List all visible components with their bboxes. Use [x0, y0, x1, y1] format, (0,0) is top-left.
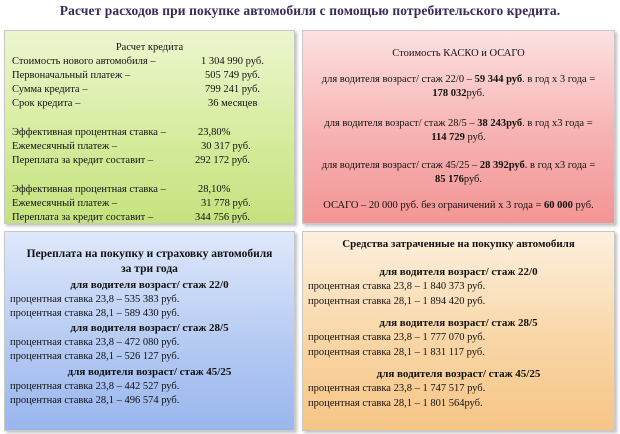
credit-heading: Расчет кредита: [115, 42, 184, 53]
spent-line: процентная ставка 28,1 – 1 801 564руб.: [308, 398, 483, 409]
spent-line: процентная ставка 28,1 – 1 831 117 руб.: [308, 347, 485, 358]
spent-line: процентная ставка 28,1 – 1 894 420 руб.: [308, 296, 486, 307]
osago-line: ОСАГО – 20 000 руб. без ограничений х 3 …: [323, 200, 594, 211]
car-price-label: Стоимость нового автомобиля –: [12, 56, 156, 67]
insurance-total-28-5: 114 729: [431, 132, 465, 143]
credit-amount-label: Сумма кредита –: [12, 84, 88, 95]
monthly1-label: Ежемесячный платеж –: [12, 141, 118, 152]
credit-calculation-panel: Расчет кредита Стоимость нового автомоби…: [4, 30, 295, 224]
overpay-heading: Переплата на покупку и страховку автомоб…: [26, 248, 273, 260]
page-title: Расчет расходов при покупке автомобиля с…: [59, 3, 561, 18]
overpay1-label: Переплата за кредит составит –: [12, 155, 154, 166]
credit-term-value: 36 месяцев: [208, 98, 258, 109]
insurance-panel: Стоимость КАСКО и ОСАГО для водителя воз…: [302, 30, 615, 224]
monthly2-value: 31 778 руб.: [201, 198, 251, 209]
overpay-line: процентная ставка 23,8 – 472 080 руб.: [10, 337, 180, 348]
monthly1-value: 30 317 руб.: [201, 141, 251, 152]
overpay-line: процентная ставка 28,1 – 589 430 руб.: [10, 308, 180, 319]
spent-heading: Средства затраченные на покупку автомоби…: [342, 238, 575, 250]
insurance-heading: Стоимость КАСКО и ОСАГО: [392, 48, 525, 59]
spent-group-45-25: для водителя возраст/ стаж 45/25: [376, 368, 541, 380]
spent-line: процентная ставка 23,8 – 1 840 373 руб.: [308, 281, 486, 292]
overpay2-label: Переплата за кредит составит –: [12, 212, 154, 223]
overpay-line: процентная ставка 23,8 – 442 527 руб.: [10, 381, 180, 392]
overpay-line: процентная ставка 23,8 – 535 383 руб.: [10, 294, 180, 305]
overpay-heading-2: за три года: [121, 263, 178, 275]
insurance-total-22-0: 178 032: [432, 88, 467, 99]
overpay1-value: 292 172 руб.: [195, 155, 250, 166]
spent-line: процентная ставка 23,8 – 1 777 070 руб.: [308, 332, 486, 343]
insurance-item-28-5: для водителя возраст/ стаж 28/5 – 38 243…: [324, 118, 593, 129]
insurance-item-45-25: для водителя возраст/ стаж 45/25 – 28 39…: [321, 160, 596, 171]
spent-funds-panel: Средства затраченные на покупку автомоби…: [302, 231, 615, 431]
insurance-item-22-0: для водителя возраст/ стаж 22/0 – 59 344…: [321, 74, 596, 85]
overpay-line: процентная ставка 28,1 – 496 574 руб.: [10, 395, 180, 406]
rate2-label: Эффективная процентная ставка –: [12, 184, 166, 195]
overpay-group-45-25: для водителя возраст/ стаж 45/25: [67, 366, 232, 378]
spent-group-28-5: для водителя возраст/ стаж 28/5: [379, 317, 538, 329]
spent-group-22-0: для водителя возраст/ стаж 22/0: [379, 266, 538, 278]
credit-amount-value: 799 241 руб.: [205, 84, 260, 95]
rate1-value: 23,80%: [198, 127, 231, 138]
overpayment-panel: Переплата на покупку и страховку автомоб…: [4, 231, 295, 431]
monthly2-label: Ежемесячный платеж –: [12, 198, 118, 209]
overpay-line: процентная ставка 28,1 – 526 127 руб.: [10, 351, 180, 362]
insurance-total-45-25: 85 176: [434, 174, 464, 185]
down-payment-value: 505 749 руб.: [205, 70, 260, 81]
overpay-group-28-5: для водителя возраст/ стаж 28/5: [70, 322, 229, 334]
credit-term-label: Срок кредита –: [12, 98, 81, 109]
overpay2-value: 344 756 руб.: [195, 212, 250, 223]
overpay-group-22-0: для водителя возраст/ стаж 22/0: [70, 279, 229, 291]
rate2-value: 28,10%: [198, 184, 231, 195]
rate1-label: Эффективная процентная ставка –: [12, 127, 166, 138]
car-price-value: 1 304 990 руб.: [201, 56, 264, 67]
spent-line: процентная ставка 23,8 – 1 747 517 руб.: [308, 383, 486, 394]
down-payment-label: Первоначальный платеж –: [12, 70, 131, 81]
